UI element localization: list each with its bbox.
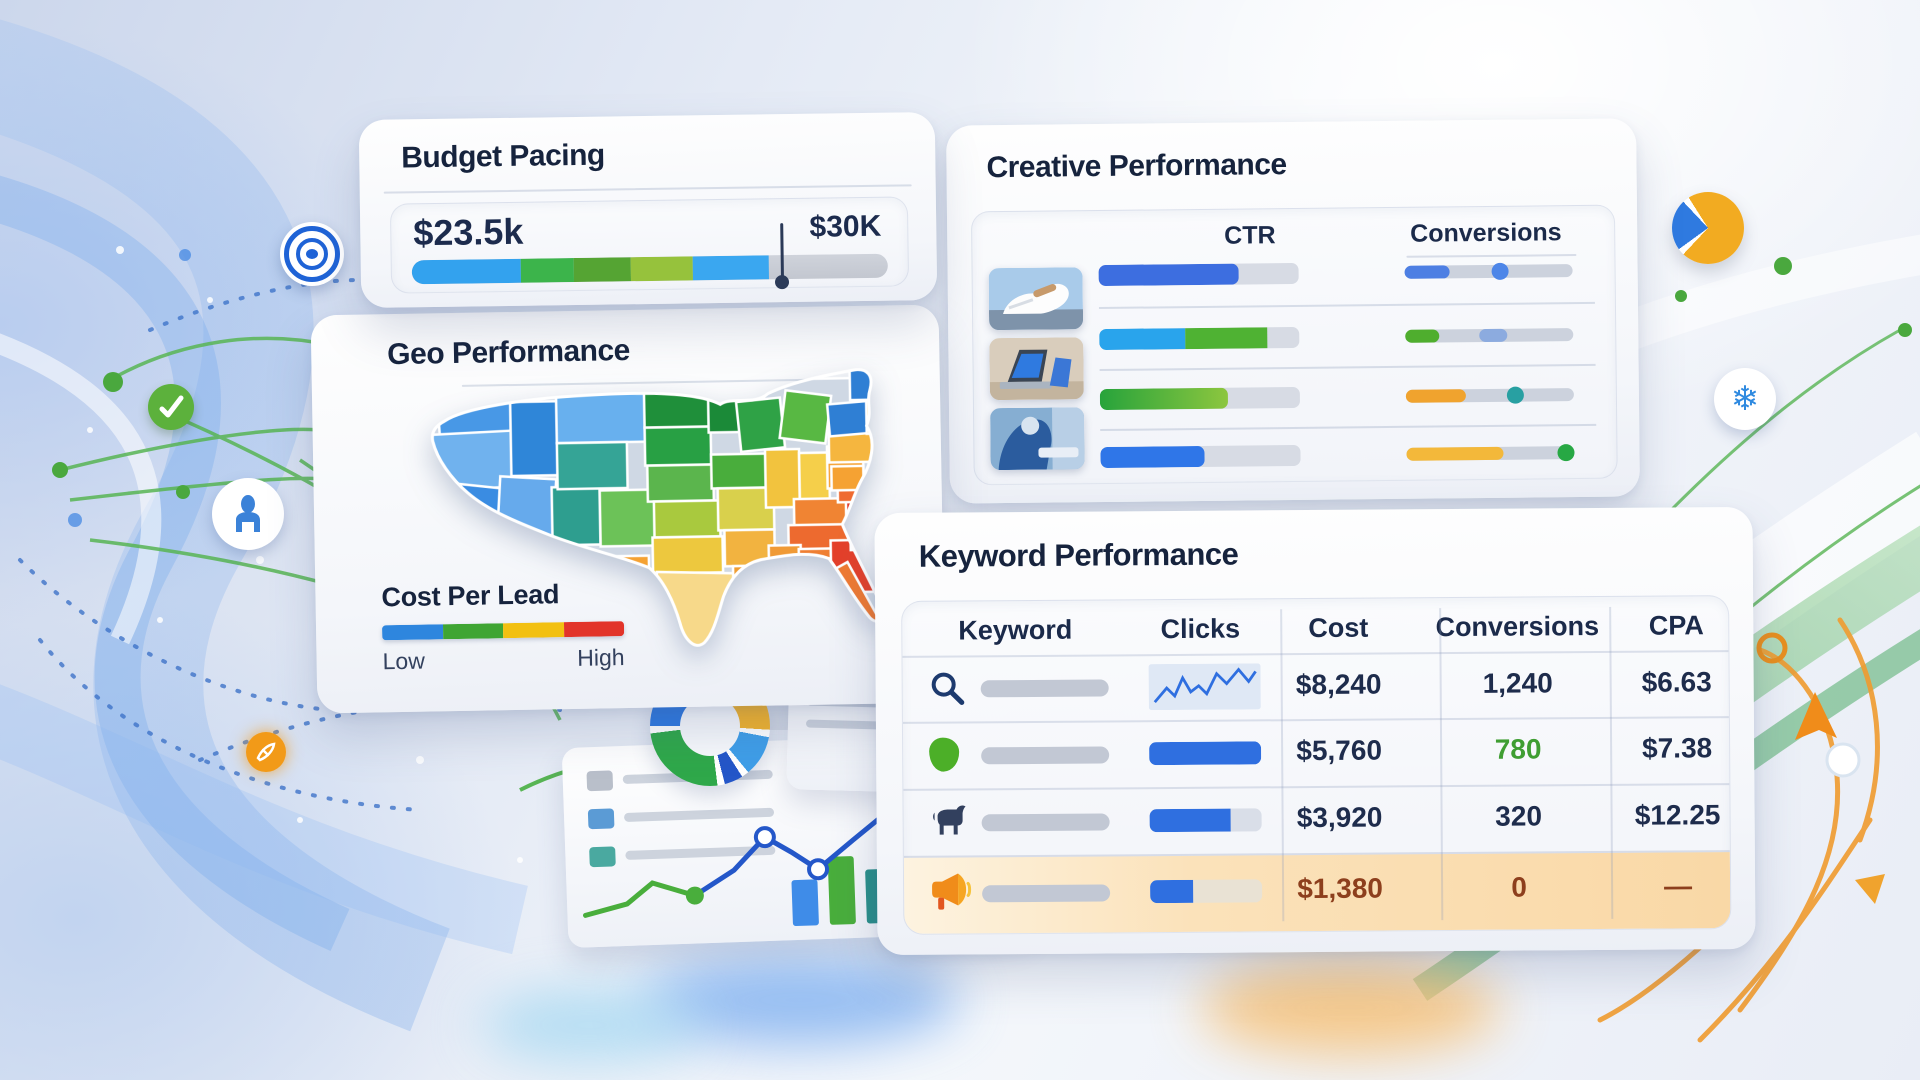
creative-thumbnail-person[interactable]	[990, 407, 1085, 471]
cost-cell: $8,240	[1295, 668, 1382, 701]
creative-thumbnail-sneaker[interactable]	[988, 267, 1084, 331]
conversions-dot	[1491, 262, 1510, 280]
legend-high-label: High	[577, 644, 625, 671]
check-circle-icon	[148, 384, 194, 430]
conversions-bar-row3	[1405, 386, 1574, 404]
legend-gradient-bar	[381, 621, 625, 641]
budget-pacing-panel: $23.5k $30K	[389, 196, 910, 294]
divider	[1098, 301, 1595, 310]
floor-glow-orange	[1200, 960, 1500, 1055]
budget-pacing-title: Budget Pacing	[401, 138, 605, 175]
column-header-conversions: Conversions	[1435, 611, 1600, 643]
leaf-icon	[929, 737, 960, 772]
conversions-bar-row2	[1405, 328, 1574, 343]
keyword-placeholder-bar	[980, 679, 1109, 698]
budget-pacing-card[interactable]: Budget Pacing $23.5k $30K	[358, 111, 938, 309]
budget-progress-bar[interactable]	[411, 253, 888, 285]
legend-color-mid-high	[502, 622, 564, 639]
cpa-cell: $6.63	[1641, 666, 1712, 698]
clicks-bar	[1150, 879, 1263, 904]
creative-performance-panel: CTR Conversions	[970, 204, 1618, 486]
creative-thumbnail-laptops[interactable]	[989, 337, 1084, 401]
budget-progress-segment	[692, 255, 769, 281]
conversions-cell: 1,240	[1482, 667, 1553, 699]
person-mic-icon	[212, 478, 284, 550]
keyword-placeholder-bar	[982, 884, 1111, 903]
keyword-performance-card[interactable]: Keyword Performance Keyword Clicks Cost …	[874, 506, 1756, 956]
conversions-bar-row1	[1404, 262, 1573, 280]
animal-icon	[929, 802, 969, 843]
budget-total-value: $30K	[809, 209, 882, 244]
conversions-bar-row4	[1406, 444, 1575, 462]
conversions-cell: 320	[1495, 800, 1543, 832]
column-header-cost: Cost	[1308, 612, 1369, 644]
cost-per-lead-legend: Cost Per Lead Low High	[381, 578, 643, 676]
pie-chart-icon	[1672, 192, 1744, 264]
clicks-bar	[1149, 741, 1262, 766]
search-icon	[929, 669, 967, 712]
divider	[383, 184, 912, 194]
creative-performance-card[interactable]: Creative Performance CTR Conversions	[946, 118, 1640, 504]
column-header-clicks: Clicks	[1160, 613, 1241, 645]
table-row[interactable]: $8,240 1,240 $6.63	[902, 650, 1728, 722]
ctr-column-header: CTR	[1224, 221, 1276, 250]
conversions-dot	[1557, 444, 1575, 462]
us-choropleth-map[interactable]	[402, 366, 968, 706]
budget-progress-segment	[630, 256, 693, 282]
ctr-bar-row1	[1098, 262, 1299, 287]
conversions-cell: 780	[1494, 733, 1542, 765]
table-row[interactable]: $5,760 780 $7.38	[903, 716, 1729, 789]
conversions-column-header: Conversions	[1410, 218, 1562, 248]
ctr-bar-row3	[1099, 386, 1301, 411]
cost-cell: $3,920	[1296, 801, 1383, 834]
legend-low-label: Low	[382, 647, 426, 675]
keyword-placeholder-bar	[981, 813, 1110, 832]
column-header-cpa: CPA	[1648, 610, 1704, 641]
floor-glow-cyan	[480, 990, 700, 1060]
keyword-performance-title: Keyword Performance	[918, 536, 1239, 574]
clicks-sparkline	[1148, 663, 1261, 711]
keyword-table: Keyword Clicks Cost Conversions CPA	[901, 595, 1732, 935]
legend-color-mid-low	[442, 623, 504, 640]
cpa-cell: $7.38	[1641, 732, 1713, 764]
megaphone-icon	[930, 871, 972, 916]
clicks-bar	[1149, 808, 1262, 833]
keyword-placeholder-bar	[981, 746, 1110, 765]
budget-progress-segment	[573, 257, 631, 283]
cost-cell: $1,380	[1297, 872, 1384, 905]
column-header-keyword: Keyword	[958, 614, 1073, 646]
geo-performance-title: Geo Performance	[386, 333, 631, 372]
divider	[1100, 423, 1597, 432]
legend-color-high	[563, 621, 625, 638]
conversions-cell: 0	[1511, 871, 1527, 903]
snowflake-icon: ❄	[1714, 368, 1776, 430]
budget-progress-segment	[411, 258, 522, 285]
bullseye-icon	[280, 222, 344, 286]
cpa-cell: —	[1663, 870, 1693, 902]
cpa-cell: $12.25	[1634, 799, 1721, 831]
legend-title: Cost Per Lead	[381, 579, 560, 613]
conversions-dot	[1506, 386, 1524, 404]
ctr-bar-row4	[1100, 444, 1301, 469]
ctr-bar-row2	[1099, 326, 1300, 351]
budget-pacing-marker[interactable]	[780, 223, 784, 286]
table-row-highlighted[interactable]: $1,380 0 —	[904, 850, 1731, 934]
budget-spent-value: $23.5k	[413, 210, 524, 254]
cost-cell: $5,760	[1296, 734, 1383, 767]
budget-progress-segment	[521, 258, 574, 283]
divider	[1406, 254, 1577, 258]
table-row[interactable]: $3,920 320 $12.25	[903, 783, 1729, 856]
legend-color-low	[381, 624, 443, 641]
geo-performance-card[interactable]: Geo Performance	[310, 304, 946, 714]
creative-performance-title: Creative Performance	[986, 148, 1287, 185]
rocket-circle-icon	[246, 732, 286, 772]
divider	[1099, 363, 1596, 372]
